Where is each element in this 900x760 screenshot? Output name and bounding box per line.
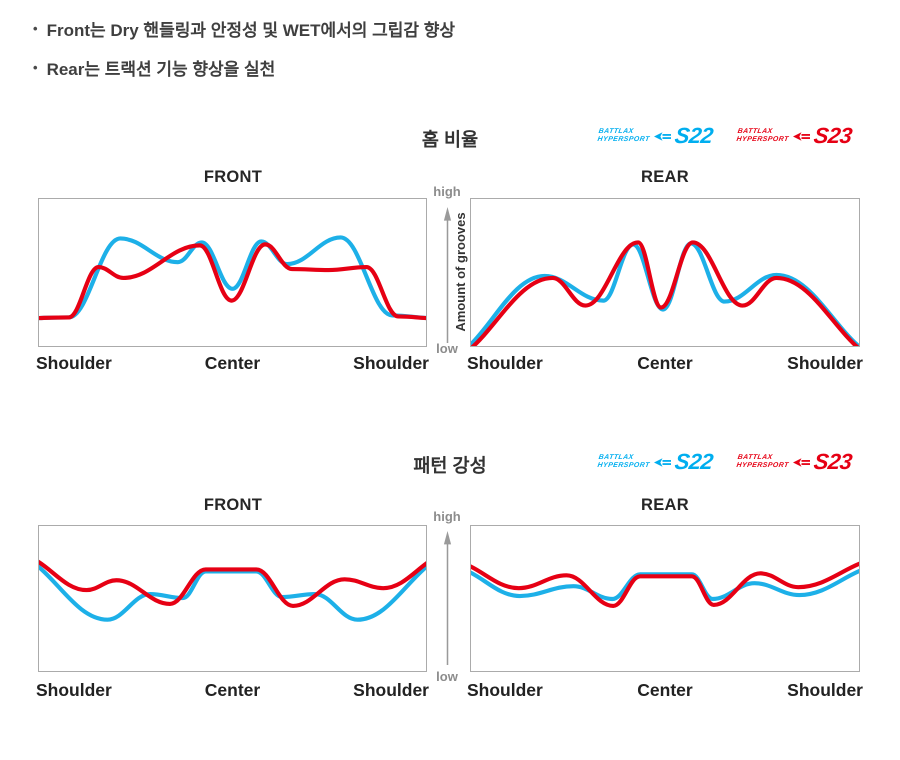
- x-label-shoulder: Shoulder: [36, 680, 112, 700]
- bullet-front-text: Front는 Dry 핸들링과 안정성 및 WET에서의 그립감 향상: [46, 21, 456, 40]
- x-labels-stiffness-rear: Shoulder Center Shoulder: [467, 680, 863, 701]
- battlax-wordmark: BATTLAX HYPERSPORT: [736, 128, 790, 144]
- hypersport-text: HYPERSPORT: [597, 136, 651, 143]
- y-axis-low-label: low: [436, 669, 458, 684]
- bullet-front: • Front는 Dry 핸들링과 안정성 및 WET에서의 그립감 향상: [33, 16, 455, 41]
- battlax-wordmark: BATTLAX HYPERSPORT: [597, 454, 651, 470]
- battlax-hypersport-s23-logo: BATTLAX HYPERSPORT S23: [736, 449, 854, 475]
- battlax-text: BATTLAX: [737, 127, 774, 135]
- y-axis-high-label: high: [433, 184, 461, 199]
- section-title-pattern-stiffness: 패턴 강성: [413, 455, 487, 476]
- logo-arrow-icon: [654, 131, 672, 141]
- x-labels-groove-front: Shoulder Center Shoulder: [36, 353, 429, 374]
- x-labels-groove-rear: Shoulder Center Shoulder: [467, 353, 863, 374]
- battlax-text: BATTLAX: [598, 453, 635, 461]
- s22-model-text: S22: [673, 123, 715, 148]
- battlax-hypersport-s23-logo: BATTLAX HYPERSPORT S23: [736, 123, 854, 149]
- logo-arrow-icon: [654, 457, 672, 467]
- hypersport-text: HYPERSPORT: [597, 462, 651, 469]
- y-axis-title-amount-of-grooves: Amount of grooves: [453, 212, 468, 332]
- chart-box-stiffness-rear: [470, 525, 860, 672]
- hypersport-text: HYPERSPORT: [736, 136, 790, 143]
- battlax-hypersport-s22-logo: BATTLAX HYPERSPORT S22: [597, 123, 715, 149]
- chart-canvas-groove-front: [39, 235, 426, 321]
- bullet-dot-icon: •: [33, 60, 38, 75]
- battlax-text: BATTLAX: [737, 453, 774, 461]
- x-label-shoulder: Shoulder: [787, 353, 863, 373]
- y-axis-arrow-icon: [443, 207, 452, 343]
- bullet-dot-icon: •: [33, 21, 38, 36]
- section-title-groove-ratio: 홈 비율: [421, 129, 479, 150]
- x-label-center: Center: [637, 680, 693, 700]
- chart-canvas-stiffness-front: [39, 559, 426, 622]
- s23-model-text: S23: [812, 449, 854, 474]
- s22-model-text: S22: [673, 449, 715, 474]
- x-label-shoulder: Shoulder: [787, 680, 863, 700]
- bullet-rear-text: Rear는 트랙션 기능 향상을 실천: [46, 60, 276, 79]
- hypersport-text: HYPERSPORT: [736, 462, 790, 469]
- x-labels-stiffness-front: Shoulder Center Shoulder: [36, 680, 429, 701]
- x-label-shoulder: Shoulder: [353, 680, 429, 700]
- chart-box-groove-front: [38, 198, 427, 347]
- logo-arrow-icon: [793, 131, 811, 141]
- s23-model-text: S23: [812, 123, 854, 148]
- chart-canvas-stiffness-rear: [471, 561, 859, 608]
- bullet-rear: • Rear는 트랙션 기능 향상을 실천: [33, 55, 275, 80]
- chart-canvas-groove-rear: [471, 240, 859, 346]
- x-label-center: Center: [204, 680, 261, 700]
- battlax-text: BATTLAX: [598, 127, 635, 135]
- y-axis-low-label: low: [436, 341, 458, 356]
- x-label-center: Center: [204, 353, 261, 373]
- x-label-shoulder: Shoulder: [36, 353, 112, 373]
- chart-title-front-1: FRONT: [203, 168, 263, 186]
- x-label-center: Center: [637, 353, 693, 373]
- chart-title-rear-2: REAR: [641, 496, 689, 514]
- y-axis-high-label: high: [433, 509, 461, 524]
- chart-box-stiffness-front: [38, 525, 427, 672]
- chart-title-rear-1: REAR: [641, 168, 689, 186]
- battlax-wordmark: BATTLAX HYPERSPORT: [736, 454, 790, 470]
- x-label-shoulder: Shoulder: [467, 353, 543, 373]
- x-label-shoulder: Shoulder: [353, 353, 429, 373]
- logo-arrow-icon: [793, 457, 811, 467]
- battlax-hypersport-s22-logo: BATTLAX HYPERSPORT S22: [597, 449, 715, 475]
- battlax-wordmark: BATTLAX HYPERSPORT: [597, 128, 651, 144]
- chart-box-groove-rear: [470, 198, 860, 347]
- x-label-shoulder: Shoulder: [467, 680, 543, 700]
- chart-title-front-2: FRONT: [203, 496, 263, 514]
- y-axis-arrow-icon: [443, 531, 452, 665]
